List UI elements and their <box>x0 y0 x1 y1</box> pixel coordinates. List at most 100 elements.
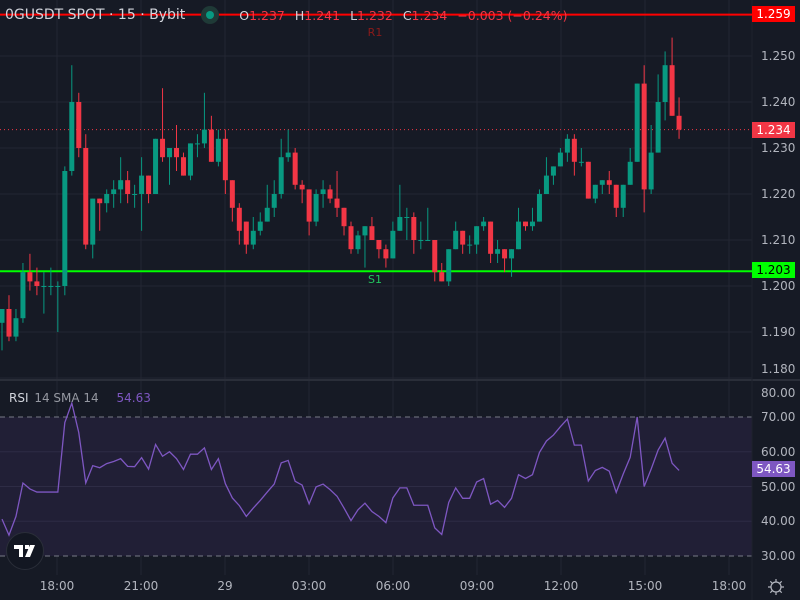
candle <box>592 184 598 204</box>
candle-body <box>201 129 207 144</box>
candle-body <box>306 189 312 222</box>
candle <box>488 221 494 263</box>
candle-body <box>571 138 577 162</box>
candle <box>271 180 277 217</box>
candle-body <box>397 217 403 231</box>
candle-body <box>481 221 487 227</box>
candle <box>669 37 675 116</box>
candle-body <box>488 221 494 254</box>
tradingview-logo-icon <box>14 545 35 557</box>
price-tick-label: 1.190 <box>761 325 796 339</box>
candle-body <box>160 138 166 158</box>
candle-body <box>516 221 522 250</box>
grid-lines <box>0 0 752 575</box>
candle <box>111 180 117 208</box>
candle-body <box>313 194 319 222</box>
symbol-title[interactable]: 0GUSDT SPOT · 15 · Bybit <box>5 7 186 23</box>
candle-body <box>613 184 619 208</box>
candle <box>97 198 103 231</box>
candle-body <box>655 102 661 153</box>
tradingview-logo[interactable] <box>6 532 44 570</box>
candle <box>306 189 312 236</box>
rsi-line <box>1 400 680 537</box>
candle <box>215 129 221 167</box>
candle-body <box>334 198 340 208</box>
candle-body <box>62 171 68 286</box>
candle <box>90 198 96 259</box>
candle-body <box>320 189 326 194</box>
time-tick-label: 18:00 <box>39 579 75 593</box>
candle <box>174 125 179 171</box>
candle-body <box>264 207 270 222</box>
price-tick-label: 1.240 <box>761 95 796 109</box>
candle <box>550 166 556 185</box>
candle <box>599 180 605 194</box>
candle-body <box>27 272 33 282</box>
candle-body <box>439 272 445 282</box>
candle <box>229 180 235 222</box>
candle <box>55 281 61 332</box>
candle-body <box>139 175 145 194</box>
candle-body <box>327 189 333 199</box>
candle <box>362 226 368 268</box>
candle-body <box>13 318 19 337</box>
candle-body <box>187 143 193 176</box>
candle <box>404 207 410 240</box>
candle <box>41 272 47 314</box>
candle-body <box>132 194 138 195</box>
candle <box>376 240 382 259</box>
rsi-value: 54.63 <box>116 391 151 405</box>
candle <box>222 129 228 194</box>
candle-body <box>592 184 598 199</box>
candle <box>285 129 291 162</box>
candle <box>495 240 501 263</box>
candle-body <box>620 184 626 208</box>
candle <box>425 207 431 241</box>
candle <box>118 157 124 204</box>
candle-body <box>55 286 61 287</box>
price-tick-label: 1.250 <box>761 49 796 63</box>
candle <box>160 88 166 162</box>
candle-body <box>557 152 563 167</box>
candle <box>299 180 305 204</box>
candle-body <box>355 235 361 250</box>
candle-body <box>111 189 117 194</box>
candle-body <box>627 161 633 185</box>
candle <box>467 235 473 254</box>
change-value: −0.003 (−0.24%) <box>457 7 568 23</box>
candle <box>250 217 256 250</box>
candle-body <box>257 221 263 231</box>
rsi-tick-label: 40.00 <box>761 514 796 529</box>
candle-body <box>180 157 186 176</box>
candle <box>383 244 389 268</box>
candle <box>355 230 361 254</box>
symbol-legend: 0GUSDT SPOT · 15 · Bybit O1.237 H1.241 L… <box>5 6 568 24</box>
time-tick-label: 12:00 <box>543 579 579 593</box>
candle-body <box>118 180 124 190</box>
candle <box>139 157 145 231</box>
candle <box>627 148 633 185</box>
candle-body <box>606 180 612 185</box>
candle-body <box>222 138 228 181</box>
price-tick-label: 1.180 <box>761 362 796 376</box>
rsi-tick-label: 60.00 <box>761 444 796 459</box>
candle <box>6 295 12 342</box>
candle <box>641 65 647 213</box>
time-tick-label: 15:00 <box>627 579 663 593</box>
rsi-name: RSI <box>9 391 29 405</box>
candle <box>146 175 152 204</box>
candle-body <box>6 309 12 337</box>
candle <box>292 148 298 190</box>
candle-body <box>83 148 89 245</box>
candle <box>208 115 214 162</box>
candle <box>571 134 577 176</box>
settings-gear-icon[interactable] <box>766 577 786 597</box>
candle <box>20 263 26 323</box>
candle <box>83 134 89 250</box>
candle <box>187 143 193 181</box>
price-tick-label: 1.210 <box>761 233 796 247</box>
rsi-legend[interactable]: RSI 14 SMA 14 54.63 <box>9 391 151 405</box>
candle-body <box>299 184 305 190</box>
market-status-icon[interactable] <box>201 6 220 24</box>
